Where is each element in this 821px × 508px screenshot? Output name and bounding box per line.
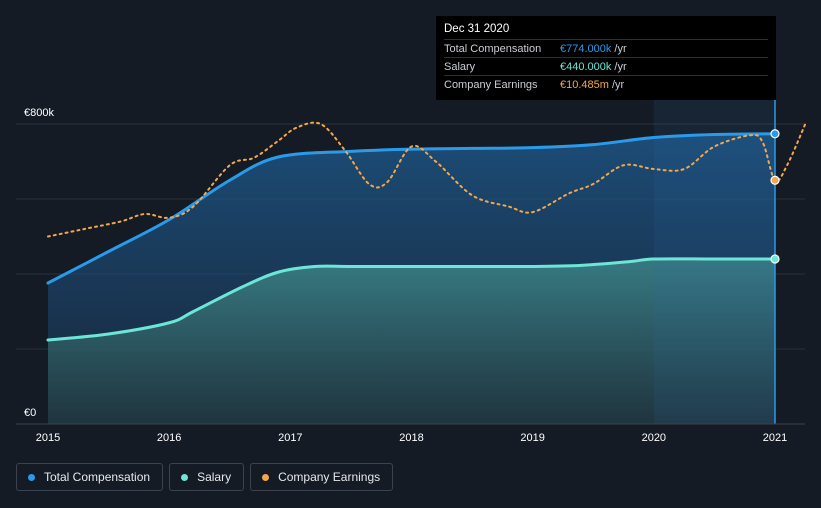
salary-line — [46, 257, 777, 342]
legend-label: Salary — [197, 470, 232, 484]
tooltip-row-company-earnings: Company Earnings €10.485m /yr — [444, 75, 768, 93]
y-tick-label: €800k — [24, 107, 54, 119]
tooltip-label: Total Compensation — [444, 42, 542, 55]
x-tick-label: 2019 — [520, 432, 544, 444]
x-tick-label: 2016 — [157, 432, 181, 444]
end-markers — [770, 129, 780, 264]
y-tick-label: €0 — [24, 407, 36, 419]
legend-item-total-compensation[interactable]: Total Compensation — [16, 463, 164, 491]
tooltip-unit: /yr — [611, 78, 625, 91]
x-tick-label: 2017 — [278, 432, 302, 444]
tooltip-row-salary: Salary €440.000k /yr — [444, 57, 768, 75]
tooltip-row-total-compensation: Total Compensation €774.000k /yr — [444, 39, 768, 57]
tooltip-value: €10.485m — [560, 78, 609, 91]
legend-label: Total Compensation — [44, 470, 151, 484]
tooltip-unit: /yr — [614, 60, 627, 73]
company-earnings-end-marker — [770, 175, 780, 185]
legend-item-company-earnings[interactable]: Company Earnings — [250, 463, 394, 491]
total-compensation-line — [46, 132, 777, 285]
legend-dot-icon — [28, 473, 35, 481]
tooltip-value: €440.000k — [560, 60, 612, 73]
x-tick-label: 2021 — [763, 432, 787, 444]
axis-labels: 2015 2016 2017 2018 2019 2020 2021 €800k €0 — [16, 107, 805, 444]
x-tick-label: 2018 — [399, 432, 423, 444]
legend-dot-icon — [262, 473, 270, 481]
tooltip-label: Salary — [444, 60, 476, 73]
tooltip-value: €774.000k — [560, 42, 612, 55]
salary-area — [48, 258, 775, 424]
tooltip-unit: /yr — [614, 42, 627, 55]
series-lines — [46, 121, 807, 342]
series-areas — [48, 133, 775, 424]
legend-dot-icon — [181, 473, 189, 481]
tooltip-label: Company Earnings — [444, 78, 538, 91]
total-compensation-end-marker — [770, 129, 780, 139]
tooltip-date: Dec 31 2020 — [444, 23, 510, 35]
hover-tooltip: Dec 31 2020 Total Compensation €774.000k… — [436, 16, 776, 100]
legend-label: Company Earnings — [278, 470, 381, 484]
x-tick-label: 2015 — [36, 432, 60, 444]
chart-legend: Total Compensation Salary Company Earnin… — [16, 463, 394, 491]
salary-end-marker — [770, 254, 780, 264]
x-tick-label: 2020 — [642, 432, 666, 444]
company-earnings-line — [47, 121, 807, 238]
legend-item-salary[interactable]: Salary — [169, 463, 245, 491]
